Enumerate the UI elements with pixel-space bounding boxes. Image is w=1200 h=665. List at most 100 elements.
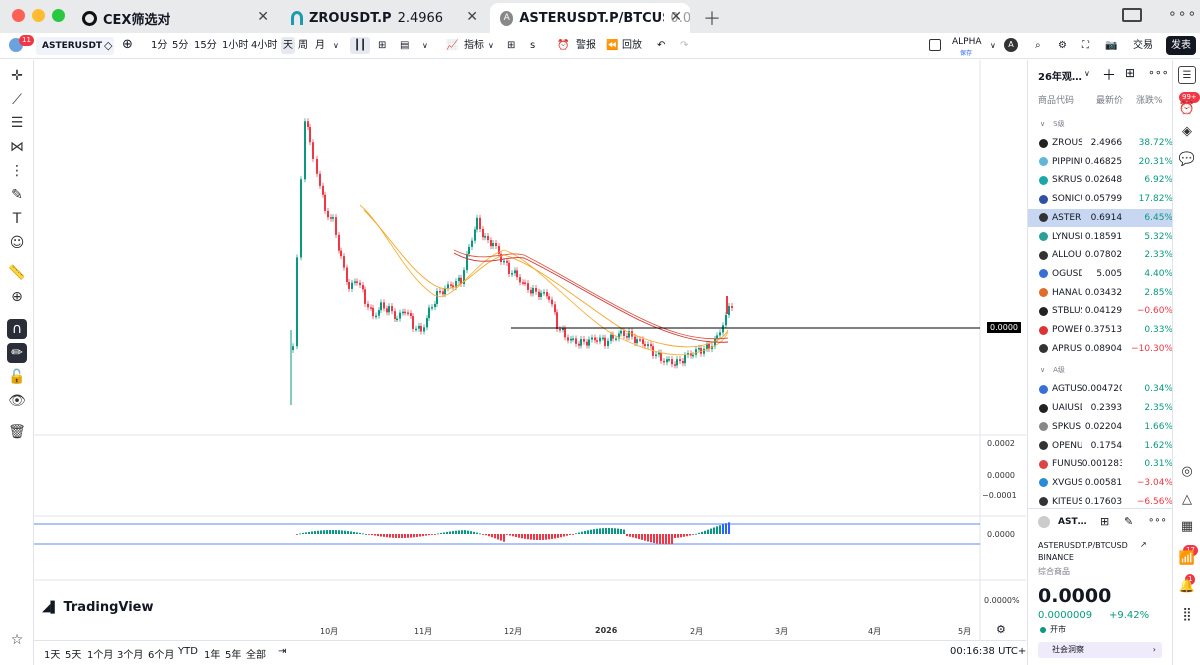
publish-button[interactable]: 发表 — [1166, 36, 1196, 55]
interval-1[interactable]: 5分 — [172, 40, 189, 51]
external-link-icon[interactable]: ↗ — [1140, 540, 1147, 549]
maximize-window-button[interactable] — [52, 9, 65, 22]
watchlist-group[interactable]: ∨ A级 — [1028, 361, 1173, 379]
alerts-icon[interactable]: ⏰ — [1178, 101, 1196, 116]
ruler-icon[interactable]: 📏 — [8, 265, 26, 281]
camera-icon[interactable]: 📷 — [1105, 40, 1118, 51]
interval-4[interactable]: 4小时 — [251, 40, 278, 51]
interval-0[interactable]: 1分 — [151, 40, 168, 51]
layout-icon[interactable] — [1122, 8, 1142, 22]
trade-button[interactable]: 交易 — [1133, 40, 1153, 51]
range-button-2[interactable]: 1个月 — [87, 650, 114, 661]
timezone-settings-icon[interactable]: ⚙ — [996, 623, 1006, 636]
search-icon[interactable]: ⌕ — [1035, 40, 1041, 51]
magnet-icon[interactable]: ∩ — [7, 319, 27, 339]
watchlist-group[interactable]: ∨ S级 — [1028, 115, 1173, 133]
watchlist-row[interactable]: KITEUSDT0.17603 −6.56% — [1028, 493, 1173, 511]
fib-retracement-icon[interactable]: ☰ — [10, 115, 24, 131]
chat-icon[interactable]: 💬 — [1178, 152, 1196, 167]
rewind-icon[interactable]: ⏪ — [606, 40, 619, 51]
column-header-symbol[interactable]: 商品代码 — [1038, 96, 1075, 106]
watchlist-row[interactable]: ASTERUSDT 0.6914 6.45% — [1028, 208, 1173, 227]
ideas-icon[interactable]: △ — [1182, 492, 1192, 507]
watchlist-icon[interactable]: ☰ — [1178, 66, 1196, 84]
indicators-button[interactable]: 指标 — [464, 40, 484, 51]
alarm-icon[interactable]: ⏰ — [557, 40, 570, 51]
emoji-icon[interactable]: ☺ — [9, 235, 25, 251]
watchlist-row[interactable]: HANAUSDT0.03432 2.85% — [1028, 284, 1173, 302]
watchlist-row[interactable]: SONICUSDT0.05799 17.82% — [1028, 190, 1173, 208]
settings-icon[interactable]: ⚙ — [1058, 40, 1067, 51]
bell-icon[interactable]: 🔔 — [1178, 579, 1196, 594]
stay-drawing-icon[interactable]: ✏ — [7, 343, 27, 363]
alert-button[interactable]: 警报 — [576, 40, 596, 51]
watchlist-layout-icon[interactable]: ⊞ — [1125, 66, 1136, 80]
projection-icon[interactable]: ⋮ — [10, 163, 24, 179]
more-options-icon[interactable]: ∘∘∘ — [1168, 6, 1198, 22]
eye-icon[interactable]: 👁 — [8, 393, 26, 409]
s-button[interactable]: s — [530, 40, 536, 51]
range-button-7[interactable]: 5年 — [225, 650, 242, 661]
watchlist-row[interactable]: LYNUSDT0.18591 5.32% — [1028, 228, 1173, 246]
calendar-icon[interactable]: ▦ — [1180, 519, 1194, 534]
range-button-4[interactable]: 6个月 — [148, 650, 175, 661]
compare-add-icon[interactable]: ⊕ — [122, 37, 133, 52]
target-icon[interactable]: ◎ — [1181, 464, 1193, 479]
interval-3[interactable]: 1小时 — [222, 40, 249, 51]
watchlist-row[interactable]: SKRUSDT0.02648 6.92% — [1028, 171, 1173, 189]
trendline-icon[interactable]: ⟋ — [12, 92, 22, 108]
undo-icon[interactable]: ↶ — [657, 40, 666, 51]
range-button-5[interactable]: YTD — [178, 646, 198, 657]
watchlist-title[interactable]: 26年观… — [1038, 72, 1082, 83]
layers-icon[interactable]: ◈ — [1182, 124, 1192, 139]
symbol-search[interactable]: ASTERUSDT — [36, 37, 114, 55]
chart-area[interactable]: 0.0000 0.0002 0.0000 −0.0001 0.0000 0.00… — [34, 60, 1026, 640]
star-icon[interactable]: ☆ — [10, 632, 24, 648]
watchlist-row[interactable]: OPENUSDT 0.1754 1.62% — [1028, 437, 1173, 455]
redo-icon[interactable]: ↷ — [680, 40, 689, 51]
text-icon[interactable]: T — [12, 211, 22, 227]
watchlist-row[interactable]: FUNUSDT0.001283 0.31% — [1028, 455, 1173, 473]
column-header-change[interactable]: 涨跌% — [1136, 96, 1163, 106]
templates-icon[interactable]: ⊞ — [507, 40, 516, 51]
community-button[interactable]: 社会洞察 › — [1038, 642, 1162, 658]
diamond-icon[interactable]: ◇ — [104, 39, 113, 52]
interval-7[interactable]: 月 — [315, 40, 325, 51]
range-button-3[interactable]: 3个月 — [117, 650, 144, 661]
indicators-icon[interactable]: 📈 — [446, 40, 459, 51]
range-button-1[interactable]: 5天 — [65, 650, 82, 661]
tab-zrousdt[interactable]: ZROUSDT.P 2.4966 ✕ — [281, 3, 486, 33]
close-tab-icon[interactable]: ✕ — [257, 9, 269, 25]
zoom-in-icon[interactable]: ⊕ — [11, 289, 23, 305]
trash-icon[interactable]: 🗑 — [8, 424, 26, 440]
price-chart[interactable] — [34, 60, 1026, 640]
close-window-button[interactable] — [12, 9, 25, 22]
watchlist-row[interactable]: UAIUSDT 0.2393 2.35% — [1028, 399, 1173, 417]
details-more-icon[interactable]: ∘∘∘ — [1148, 515, 1167, 526]
watchlist-more-icon[interactable]: ∘∘∘ — [1148, 66, 1169, 79]
interval-5[interactable]: 天 — [281, 37, 295, 54]
close-tab-icon[interactable]: ✕ — [466, 9, 478, 25]
crosshair-icon[interactable]: ✛ — [11, 68, 23, 84]
watchlist-row[interactable]: OGUSDT 5.005 4.40% — [1028, 265, 1173, 283]
watchlist-row[interactable]: AGTUSDT0.004720 0.34% — [1028, 380, 1173, 398]
details-symbol[interactable]: AST… — [1058, 517, 1087, 527]
fullscreen-icon[interactable]: ⛶ — [1082, 40, 1089, 51]
tab-asterusdt[interactable]: A ASTERUSDT.P/BTCUSD 0.00 ✕ — [490, 3, 690, 33]
watchlist-row[interactable]: ZROUSDT 2.4966 38.72% — [1028, 134, 1173, 152]
add-symbol-icon[interactable]: ＋ — [1102, 68, 1116, 84]
details-grid-icon[interactable]: ⊞ — [1100, 515, 1110, 528]
date-range-icon[interactable]: ⇥ — [278, 646, 287, 657]
feed-icon[interactable]: 📶 — [1178, 551, 1196, 566]
bar-style-icon[interactable]: ⊞ — [378, 40, 387, 51]
chevron-down-icon[interactable]: ∨ — [990, 41, 996, 50]
candle-type-icon[interactable]: ┃┃ — [350, 37, 370, 54]
range-button-8[interactable]: 全部 — [246, 650, 266, 661]
watchlist-row[interactable]: XVGUSDT0.00581 −3.04% — [1028, 474, 1173, 492]
replay-button[interactable]: 回放 — [622, 40, 642, 51]
profile-avatar[interactable]: A — [1004, 38, 1018, 52]
interval-6[interactable]: 周 — [298, 40, 308, 51]
chevron-down-icon[interactable]: ∨ — [488, 41, 494, 50]
pattern-icon[interactable]: ⋈ — [10, 139, 24, 155]
close-tab-icon[interactable]: ✕ — [670, 9, 682, 25]
